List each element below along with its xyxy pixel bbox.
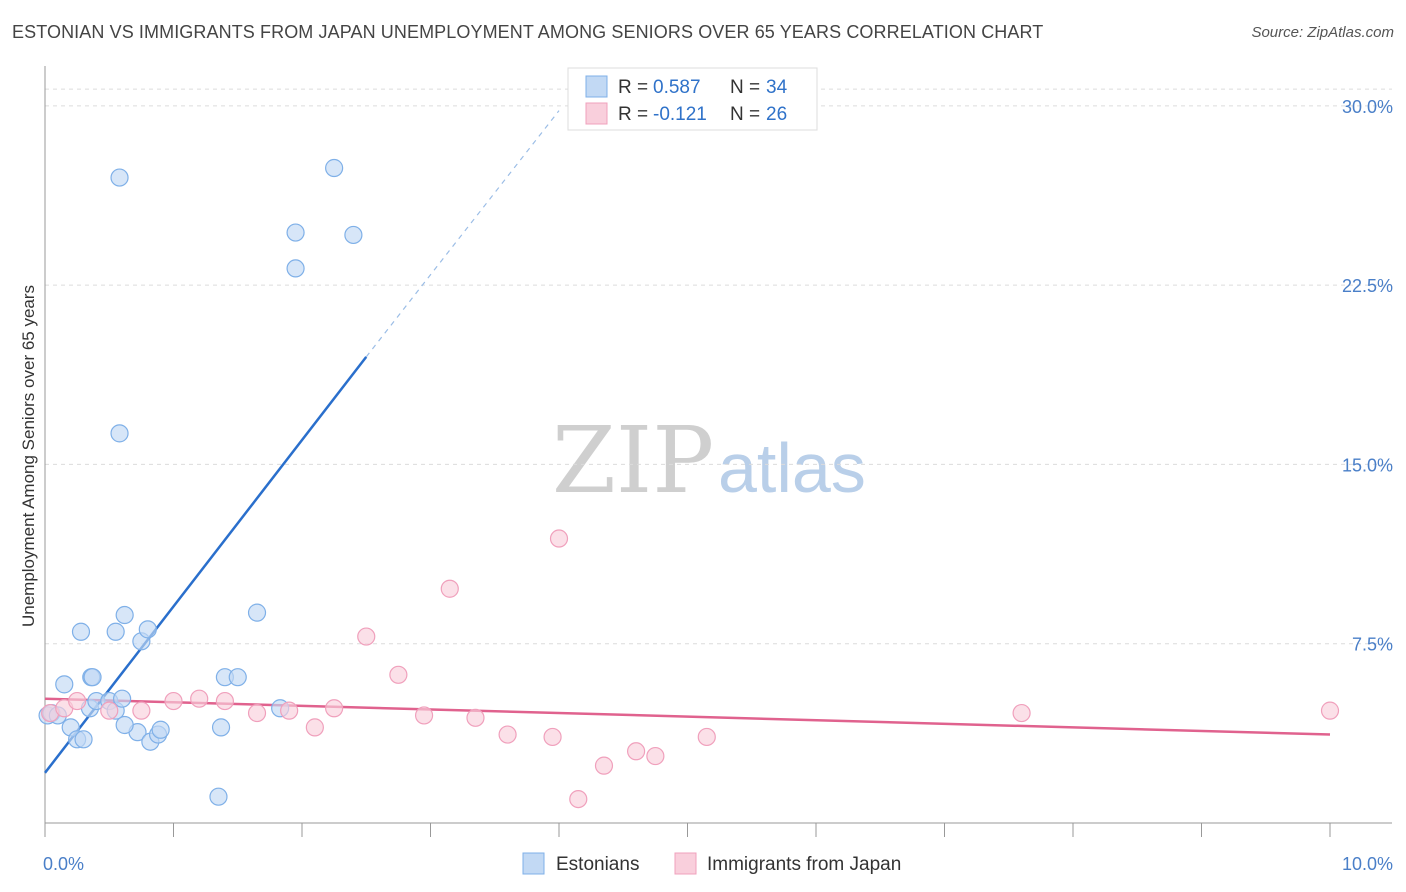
point-1-15	[440, 579, 459, 598]
legend-r-japan: -0.121	[653, 104, 707, 125]
axes	[44, 66, 1392, 837]
point-1-9	[280, 701, 299, 720]
point-1-4	[132, 701, 151, 720]
bottom-legend: Estonians Immigrants from Japan	[522, 852, 901, 875]
point-1-3	[100, 701, 119, 720]
point-1-5	[164, 691, 183, 711]
point-1-22	[626, 742, 646, 761]
point-0-24	[71, 622, 91, 641]
point-0-16	[115, 715, 134, 735]
x-tick-label-0: 0.0%	[43, 854, 84, 874]
point-1-6	[190, 689, 209, 708]
point-0-8	[55, 675, 74, 694]
bottom-legend-swatch-japan	[674, 852, 697, 875]
y-tick-labels: 7.5% 15.0% 22.5% 30.0%	[1342, 97, 1393, 655]
legend-frame	[567, 67, 818, 131]
point-1-11	[325, 699, 344, 718]
point-1-13	[389, 665, 408, 684]
point-0-5	[74, 730, 93, 749]
point-0-19	[83, 668, 102, 687]
chart-title: ESTONIAN VS IMMIGRANTS FROM JAPAN UNEMPL…	[12, 22, 1044, 42]
point-0-32	[286, 223, 305, 242]
legend-n-label-japan: N =	[730, 104, 760, 125]
point-0-33	[286, 259, 305, 278]
point-1-7	[215, 691, 234, 711]
point-0-26	[115, 605, 134, 625]
point-0-28	[138, 620, 157, 639]
point-1-2	[68, 691, 87, 711]
y-tick-label-3: 30.0%	[1342, 97, 1393, 117]
point-1-14	[414, 706, 434, 725]
point-1-19	[549, 529, 569, 548]
y-tick-label-1: 15.0%	[1342, 455, 1393, 475]
legend-r-estonians: 0.587	[653, 77, 701, 98]
point-1-18	[543, 727, 562, 747]
bottom-legend-swatch-estonians	[522, 852, 545, 875]
legend-r-label-japan: R =	[618, 104, 648, 125]
legend-r-label-estonians: R =	[618, 77, 648, 98]
legend-n-estonians: 34	[766, 77, 788, 98]
point-0-17	[211, 718, 231, 737]
point-0-34	[344, 225, 363, 245]
source-label: Source: ZipAtlas.com	[1251, 24, 1394, 41]
point-0-35	[325, 158, 344, 178]
point-1-23	[646, 746, 665, 766]
bottom-legend-label-japan: Immigrants from Japan	[707, 854, 901, 875]
point-1-17	[498, 725, 517, 744]
watermark: ZIP atlas	[552, 407, 866, 514]
watermark-atlas: atlas	[718, 429, 866, 507]
bottom-legend-label-estonians: Estonians	[556, 854, 639, 875]
point-1-24	[697, 727, 716, 747]
point-1-25	[1012, 703, 1031, 723]
point-1-21	[594, 756, 614, 775]
point-0-11	[112, 689, 132, 708]
point-1-10	[305, 718, 324, 737]
point-1-20	[569, 789, 588, 809]
point-0-30	[110, 424, 129, 443]
y-axis-label: Unemployment Among Seniors over 65 years	[19, 285, 38, 627]
x-tick-labels: 0.0% 10.0%	[43, 854, 1393, 874]
point-0-20	[209, 787, 228, 806]
point-0-15	[151, 720, 170, 739]
point-1-16	[466, 708, 485, 727]
point-0-29	[247, 603, 267, 622]
legend-n-label-estonians: N =	[730, 77, 760, 98]
gridlines	[45, 88, 1392, 645]
data-points	[38, 158, 1340, 809]
x-tick-label-1: 10.0%	[1342, 854, 1393, 874]
legend-swatch-estonians	[585, 75, 608, 98]
legend-n-japan: 26	[766, 104, 787, 125]
y-tick-label-0: 7.5%	[1352, 635, 1393, 655]
legend-swatch-japan	[585, 102, 608, 125]
legend-box: R = 0.587 N = 34 R = -0.121 N = 26	[567, 67, 818, 131]
watermark-zip: ZIP	[552, 407, 714, 514]
point-1-26	[1320, 701, 1340, 720]
point-0-25	[106, 622, 125, 641]
point-1-8	[247, 703, 267, 723]
trendline-extension-0	[365, 110, 560, 358]
point-0-22	[228, 668, 247, 687]
point-1-12	[357, 627, 376, 646]
point-0-31	[110, 168, 129, 187]
y-tick-label-2: 22.5%	[1342, 276, 1393, 296]
trendline-1	[44, 697, 1331, 736]
